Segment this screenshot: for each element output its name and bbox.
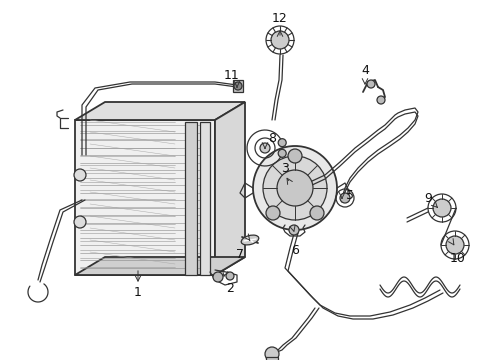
Circle shape xyxy=(252,146,336,230)
Circle shape xyxy=(366,80,374,88)
Text: 2: 2 xyxy=(225,282,233,294)
Polygon shape xyxy=(215,102,244,275)
Text: 8: 8 xyxy=(267,131,275,144)
Circle shape xyxy=(276,170,312,206)
Circle shape xyxy=(264,347,279,360)
Polygon shape xyxy=(75,257,244,275)
Text: 10: 10 xyxy=(449,252,465,265)
Circle shape xyxy=(278,149,285,157)
Text: 6: 6 xyxy=(290,243,298,257)
Circle shape xyxy=(376,96,384,104)
Circle shape xyxy=(288,225,298,235)
Text: 9: 9 xyxy=(423,192,431,204)
Text: 11: 11 xyxy=(224,68,240,81)
Circle shape xyxy=(287,149,302,163)
Polygon shape xyxy=(75,102,244,120)
Circle shape xyxy=(309,206,324,220)
Circle shape xyxy=(234,82,242,90)
Bar xyxy=(232,80,243,92)
Bar xyxy=(265,357,278,360)
Text: 1: 1 xyxy=(134,287,142,300)
Text: 7: 7 xyxy=(236,248,244,261)
Circle shape xyxy=(265,206,280,220)
Circle shape xyxy=(270,31,288,49)
Circle shape xyxy=(74,169,86,181)
Circle shape xyxy=(213,272,223,282)
Bar xyxy=(184,122,197,275)
Circle shape xyxy=(339,193,349,203)
Text: 3: 3 xyxy=(281,162,288,175)
Text: 12: 12 xyxy=(271,12,287,24)
Text: 5: 5 xyxy=(346,189,353,202)
Circle shape xyxy=(225,272,234,280)
Circle shape xyxy=(278,139,285,147)
Circle shape xyxy=(432,199,450,217)
Polygon shape xyxy=(75,120,215,275)
Circle shape xyxy=(260,143,269,153)
Circle shape xyxy=(445,236,463,254)
Circle shape xyxy=(74,216,86,228)
Text: 4: 4 xyxy=(360,63,368,77)
Circle shape xyxy=(263,156,326,220)
Bar xyxy=(200,122,209,275)
Ellipse shape xyxy=(241,235,258,245)
